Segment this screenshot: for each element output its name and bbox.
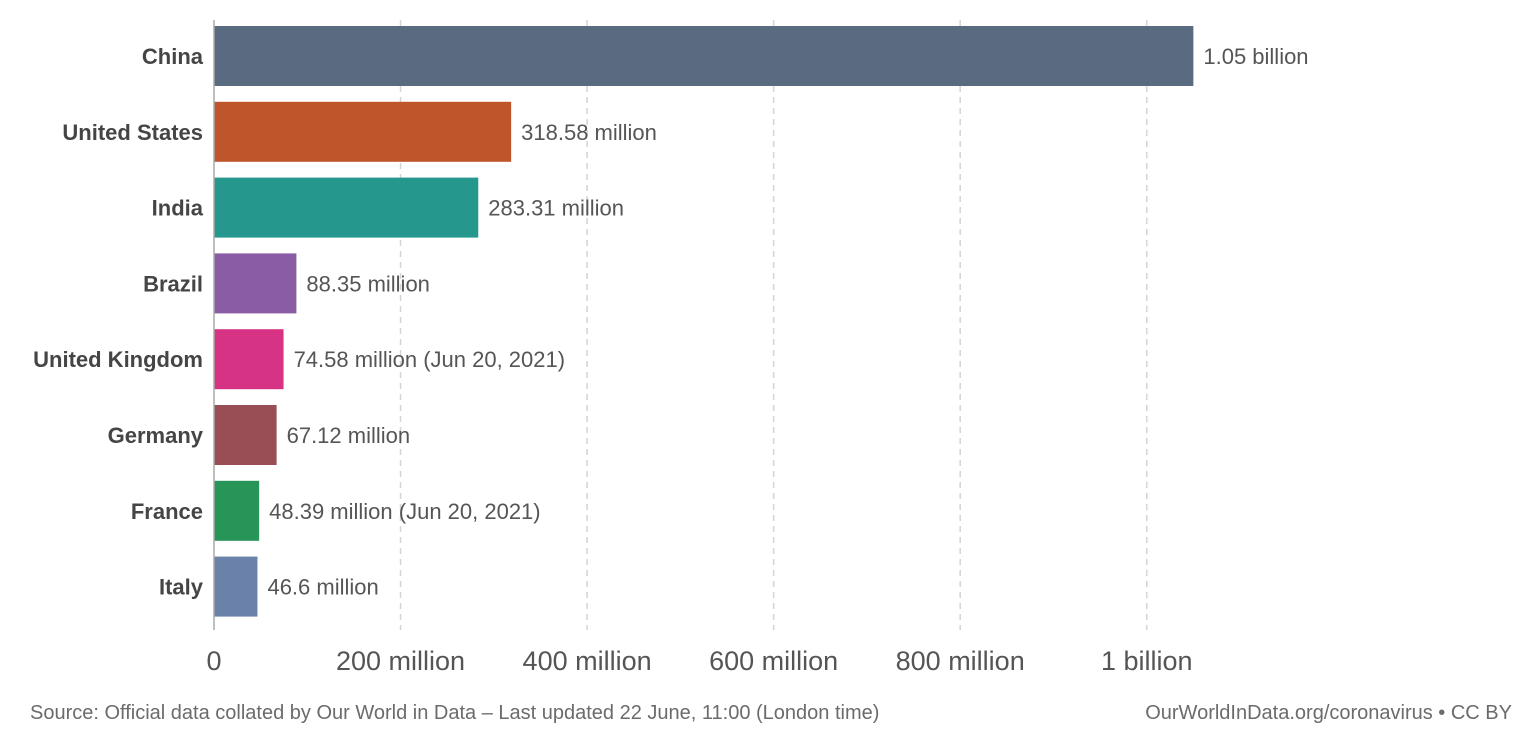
bar[interactable]: [214, 556, 258, 617]
bar[interactable]: [214, 329, 284, 390]
value-label: 318.58 million: [521, 120, 657, 145]
value-label: 46.6 million: [267, 575, 378, 600]
category-label: Italy: [159, 575, 204, 600]
bar[interactable]: [214, 101, 512, 162]
value-label: 48.39 million (Jun 20, 2021): [269, 499, 540, 524]
category-label: India: [152, 196, 204, 221]
x-tick-label: 200 million: [336, 646, 465, 676]
x-axis: 0 200 million 400 million 600 million 800 mi…: [206, 20, 1193, 676]
bars: China 1.05 billion United States 318.58 mil…: [33, 26, 1309, 617]
value-label: 283.31 million: [488, 196, 624, 221]
category-label: United States: [62, 120, 203, 145]
x-tick-label: 0: [206, 646, 221, 676]
bar[interactable]: [214, 253, 297, 314]
category-label: France: [131, 499, 203, 524]
value-label: 67.12 million: [287, 423, 411, 448]
bar[interactable]: [214, 26, 1194, 86]
x-tick-label: 1 billion: [1101, 646, 1193, 676]
bar[interactable]: [214, 177, 479, 238]
category-label: China: [142, 44, 204, 69]
x-tick-label: 600 million: [709, 646, 838, 676]
bar[interactable]: [214, 405, 277, 465]
category-label: Brazil: [143, 271, 203, 296]
x-tick-label: 800 million: [896, 646, 1025, 676]
value-label: 88.35 million: [306, 271, 430, 296]
credit-link[interactable]: OurWorldInData.org/coronavirus • CC BY: [1145, 702, 1512, 724]
category-label: United Kingdom: [33, 347, 203, 372]
bar[interactable]: [214, 480, 260, 541]
value-label: 74.58 million (Jun 20, 2021): [294, 347, 566, 372]
gridlines: [399, 20, 1148, 630]
source-note: Source: Official data collated by Our Wo…: [30, 702, 880, 724]
category-label: Germany: [108, 423, 204, 448]
value-label: 1.05 billion: [1203, 44, 1308, 69]
x-tick-label: 400 million: [523, 646, 652, 676]
